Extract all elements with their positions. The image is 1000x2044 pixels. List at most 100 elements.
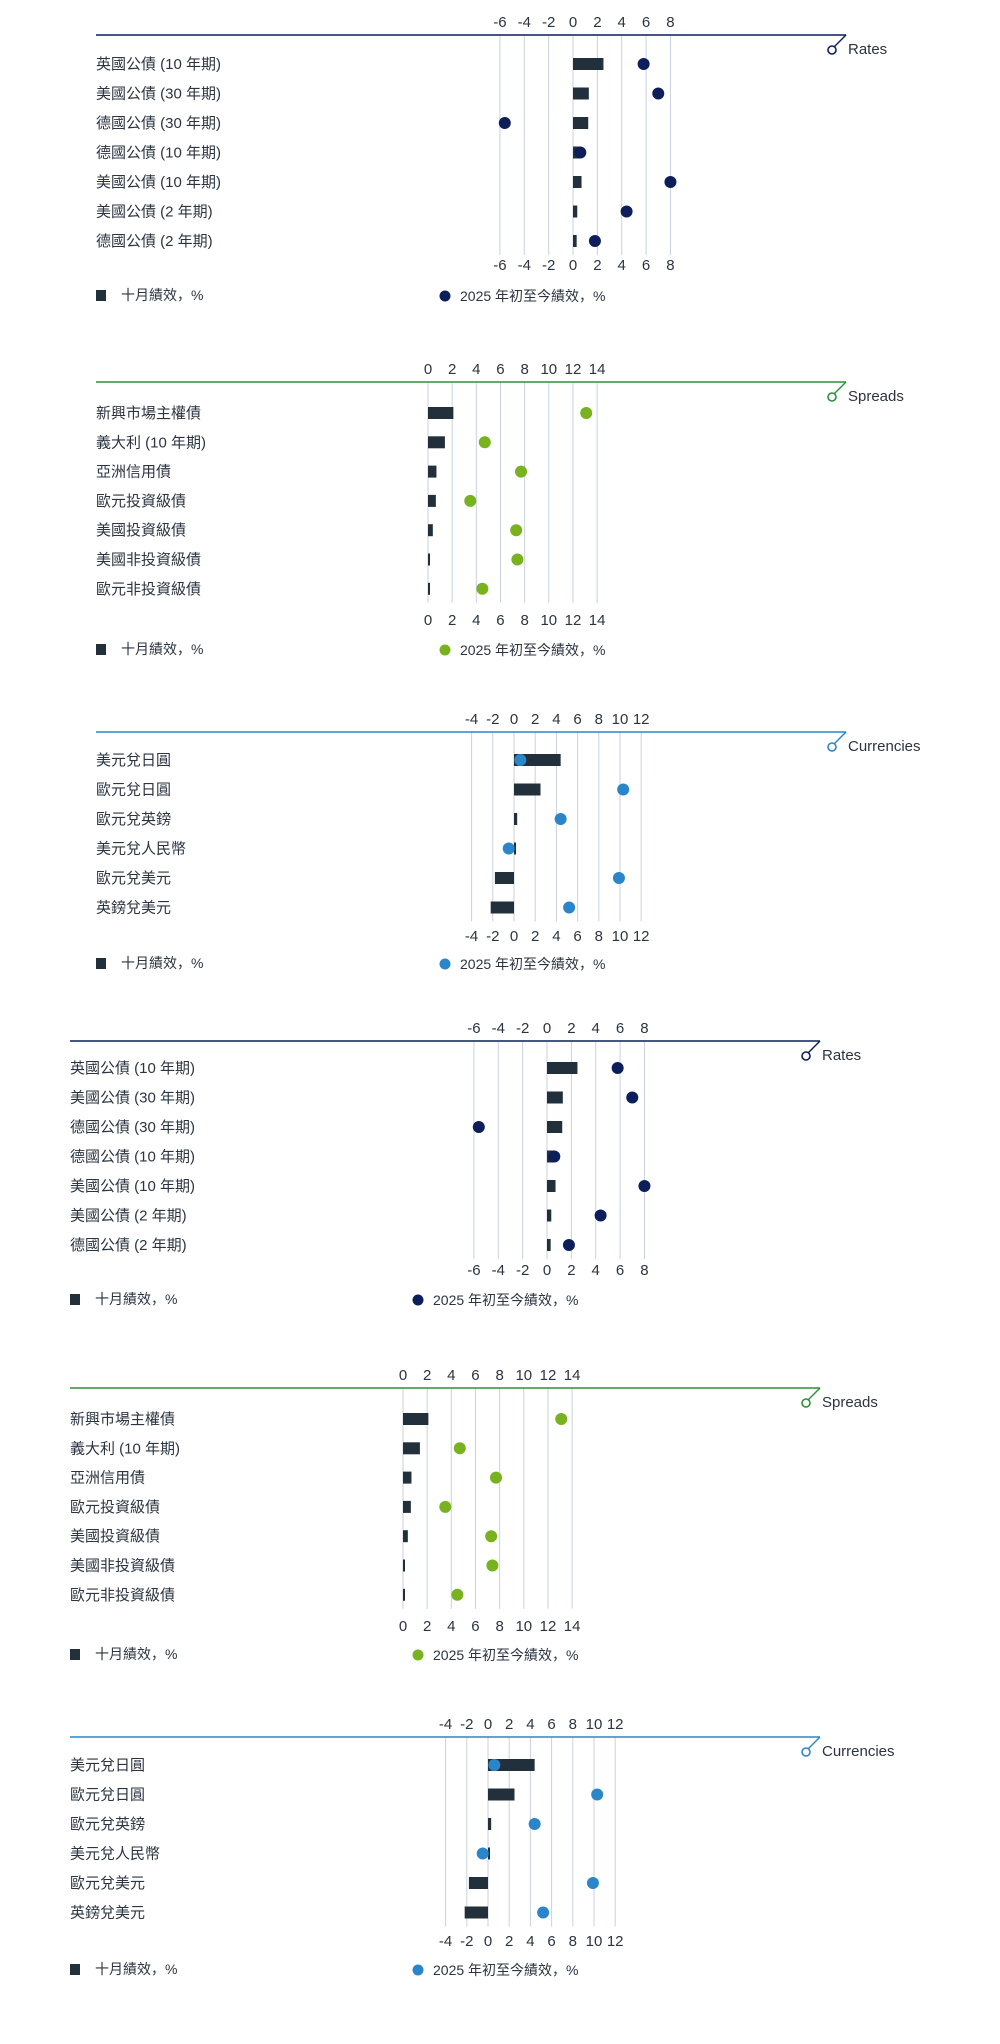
x-tick-label-bottom: -4 [492, 1262, 505, 1279]
x-tick-label-bottom: 0 [399, 1618, 407, 1635]
category-label: 美國投資級債 [70, 1528, 160, 1545]
x-tick-label-bottom: 4 [447, 1618, 455, 1635]
category-label: 新興市場主權債 [70, 1411, 175, 1428]
category-label: 歐元兌英鎊 [70, 1815, 145, 1833]
x-tick-label-top: 2 [531, 711, 539, 728]
bar-october [468, 1877, 488, 1889]
tag-connector [807, 1387, 821, 1401]
bar-october [547, 1209, 552, 1222]
dot-ytd [476, 582, 489, 595]
bar-october [547, 1121, 563, 1133]
x-tick-label-top: -6 [467, 1020, 480, 1037]
bar-october [547, 1180, 556, 1192]
dot-ytd [488, 1759, 501, 1771]
x-tick-label-top: -4 [492, 1020, 505, 1037]
bar-october [428, 407, 454, 419]
bar-october [488, 1818, 492, 1830]
chart-title: Currencies [848, 738, 921, 755]
x-tick-label-bottom: 0 [510, 928, 518, 945]
dot-ytd [453, 1442, 466, 1455]
bar-october [573, 205, 578, 218]
dot-ytd [528, 1818, 541, 1830]
x-tick-label-bottom: 8 [666, 257, 674, 274]
chart-title: Rates [822, 1047, 861, 1064]
x-tick-label-bottom: 8 [640, 1262, 648, 1279]
category-label: 德國公債 (30 年期) [70, 1118, 195, 1136]
chart-title: Currencies [822, 1743, 895, 1760]
dot-ytd [514, 754, 527, 766]
x-tick-label-bottom: 8 [520, 612, 528, 629]
x-tick-label-bottom: -2 [460, 1933, 473, 1950]
x-tick-label-top: 12 [540, 1367, 557, 1384]
dot-ytd [563, 901, 576, 914]
x-tick-label-bottom: 10 [515, 1618, 532, 1635]
x-tick-label-top: -6 [493, 14, 506, 31]
x-tick-label-top: 6 [616, 1020, 624, 1037]
dot-ytd [586, 1877, 599, 1889]
bar-october [490, 901, 514, 914]
x-tick-label-bottom: 0 [569, 257, 577, 274]
category-label: 德國公債 (30 年期) [96, 114, 221, 132]
dot-ytd [476, 1847, 489, 1860]
legend-dot-swatch-icon [412, 1964, 424, 1976]
category-label: 亞洲信用債 [96, 464, 171, 481]
x-tick-label-bottom: 2 [448, 612, 456, 629]
category-label: 德國公債 (10 年期) [96, 144, 221, 162]
category-label: 美國公債 (10 年期) [70, 1178, 195, 1195]
bar-october [428, 582, 430, 595]
legend-dot-swatch-icon [412, 1649, 424, 1661]
x-tick-label-bottom: 4 [592, 1262, 600, 1279]
x-tick-label-top: 2 [593, 14, 601, 31]
category-label: 歐元非投資級債 [96, 581, 201, 598]
bar-october [514, 842, 516, 855]
x-tick-label-bottom: 12 [565, 612, 582, 629]
x-tick-label-bottom: 2 [505, 1933, 513, 1950]
legend-dot-swatch-icon [439, 644, 451, 656]
x-tick-label-top: 14 [589, 361, 606, 378]
x-tick-label-top: 6 [496, 361, 504, 378]
x-tick-label-bottom: -4 [465, 928, 478, 945]
dot-ytd [562, 1239, 575, 1251]
bar-october [573, 58, 604, 70]
category-label: 歐元兌日圓 [70, 1787, 145, 1804]
chart-spreads: 0022446688101012121414Spreads新興市場主權債義大利 … [96, 361, 904, 658]
legend-label-october: 十月績效，% [95, 1961, 177, 1977]
dot-ytd [490, 1471, 503, 1484]
category-label: 美元兌日圓 [70, 1757, 145, 1774]
bar-october [547, 1239, 551, 1251]
x-tick-label-top: 4 [526, 1716, 534, 1733]
legend-dot-swatch-icon [439, 958, 451, 970]
x-tick-label-top: -4 [465, 711, 478, 728]
bar-october [403, 1530, 408, 1543]
dot-ytd [580, 407, 593, 419]
dot-ytd [611, 1062, 624, 1074]
dot-ytd [478, 436, 491, 449]
x-tick-label-top: 8 [666, 14, 674, 31]
chart-currencies: -4-4-2-2002244668810101212Currencies美元兌日… [70, 1716, 895, 1978]
dot-ytd [637, 58, 650, 70]
x-tick-label-top: 14 [564, 1367, 581, 1384]
x-tick-label-top: 0 [424, 361, 432, 378]
x-tick-label-top: 4 [447, 1367, 455, 1384]
x-tick-label-bottom: 2 [593, 257, 601, 274]
bar-october [488, 1759, 535, 1771]
dot-ytd [472, 1121, 485, 1133]
dot-ytd [612, 872, 625, 884]
bar-october [573, 235, 577, 247]
bar-october [428, 465, 437, 478]
bar-october [573, 87, 589, 100]
x-tick-label-top: 8 [595, 711, 603, 728]
bar-october [403, 1442, 420, 1455]
legend-label-ytd: 2025 年初至今績效，% [433, 1962, 578, 1978]
x-tick-label-bottom: 0 [543, 1262, 551, 1279]
dot-ytd [594, 1209, 607, 1222]
x-tick-label-top: 6 [471, 1367, 479, 1384]
bar-october [573, 117, 589, 129]
bar-october [514, 754, 561, 766]
category-label: 義大利 (10 年期) [96, 434, 206, 451]
dot-ytd [620, 205, 633, 218]
category-label: 美國非投資級債 [96, 552, 201, 569]
x-tick-label-bottom: 12 [633, 928, 650, 945]
